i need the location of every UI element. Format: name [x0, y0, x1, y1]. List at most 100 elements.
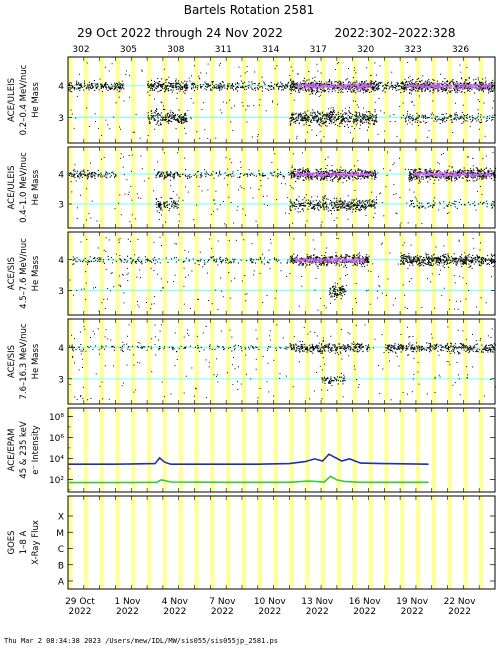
scatter-point [369, 85, 371, 87]
scatter-point [314, 207, 316, 209]
scatter-point [189, 80, 191, 82]
dense-point [367, 84, 369, 87]
scatter-point [370, 171, 372, 173]
scatter-point [147, 86, 149, 88]
scatter-point [313, 111, 315, 113]
scatter-point [291, 201, 293, 203]
scatter-point [357, 175, 359, 177]
scatter-point [313, 176, 315, 178]
scatter-point [491, 85, 493, 87]
scatter-point [166, 121, 168, 123]
scatter-point [479, 86, 481, 88]
scatter-point [300, 83, 302, 85]
scatter-point [412, 119, 414, 121]
panel-frame [67, 56, 496, 144]
dense-point [464, 87, 467, 89]
scatter-point [221, 88, 223, 90]
scatter-point [185, 120, 187, 122]
scatter-point [409, 118, 411, 120]
scatter-point [133, 131, 135, 133]
day-band [99, 57, 104, 143]
dense-point [294, 175, 296, 177]
scatter-point [173, 200, 175, 202]
scatter-point [329, 81, 331, 83]
scatter-point [468, 86, 470, 88]
scatter-point [349, 89, 351, 91]
scatter-point [130, 185, 132, 187]
scatter-point [338, 201, 340, 203]
day-band [305, 57, 310, 143]
scatter-point [247, 85, 249, 87]
scatter-point [244, 85, 246, 87]
dense-point [481, 86, 483, 88]
scatter-point [239, 161, 241, 163]
scatter-point [288, 82, 290, 84]
scatter-point [353, 128, 355, 130]
scatter-point [76, 207, 78, 209]
scatter-point [422, 117, 425, 119]
scatter-point [218, 86, 220, 88]
dense-point [460, 84, 462, 86]
scatter-point [187, 191, 189, 193]
dense-point [324, 85, 327, 87]
scatter-point [403, 91, 405, 93]
scatter-point [491, 81, 493, 83]
scatter-point [466, 79, 468, 81]
scatter-point [316, 135, 318, 137]
scatter-point [331, 120, 333, 122]
scatter-point [118, 202, 120, 204]
scatter-point [170, 201, 173, 203]
scatter-point [172, 82, 174, 84]
scatter-point [88, 172, 90, 174]
scatter-point [460, 77, 463, 79]
scatter-point [305, 194, 307, 196]
scatter-point [467, 89, 469, 92]
scatter-point [184, 174, 186, 176]
scatter-point [310, 112, 312, 114]
scatter-point [417, 116, 419, 118]
scatter-point [335, 172, 337, 174]
scatter-point [352, 83, 354, 85]
scatter-point [336, 217, 338, 219]
dense-point [424, 86, 426, 88]
scatter-point [420, 81, 422, 83]
scatter-point [460, 91, 462, 93]
scatter-point [302, 202, 304, 204]
scatter-point [353, 204, 355, 206]
scatter-point [121, 83, 123, 85]
dense-point [358, 87, 360, 89]
scatter-point [468, 87, 470, 89]
scatter-point [118, 86, 120, 88]
scatter-point [311, 88, 313, 90]
scatter-point [333, 116, 335, 118]
scatter-point [298, 122, 300, 124]
scatter-point [293, 83, 295, 85]
scatter-point [184, 87, 186, 89]
dense-point [413, 85, 415, 88]
scatter-point [175, 88, 177, 90]
scatter-point [336, 86, 338, 88]
scatter-point [162, 84, 164, 86]
scatter-point [331, 173, 333, 175]
dense-point [362, 176, 365, 178]
scatter-point [356, 122, 358, 124]
scatter-point [315, 199, 317, 201]
scatter-point [172, 116, 174, 118]
scatter-point [355, 114, 357, 116]
scatter-point [105, 85, 107, 87]
day-band [400, 147, 405, 228]
scatter-point [338, 179, 340, 181]
scatter-point [325, 90, 327, 92]
scatter-point [294, 90, 296, 92]
scatter-point [333, 111, 335, 113]
dense-point [339, 172, 341, 175]
scatter-point [289, 124, 292, 126]
scatter-point [182, 118, 184, 120]
scatter-point [159, 201, 161, 203]
dense-point [351, 85, 353, 87]
scatter-point [466, 117, 468, 119]
scatter-point [308, 82, 310, 84]
scatter-point [275, 85, 278, 87]
scatter-point [436, 120, 438, 122]
scatter-point [320, 81, 323, 83]
